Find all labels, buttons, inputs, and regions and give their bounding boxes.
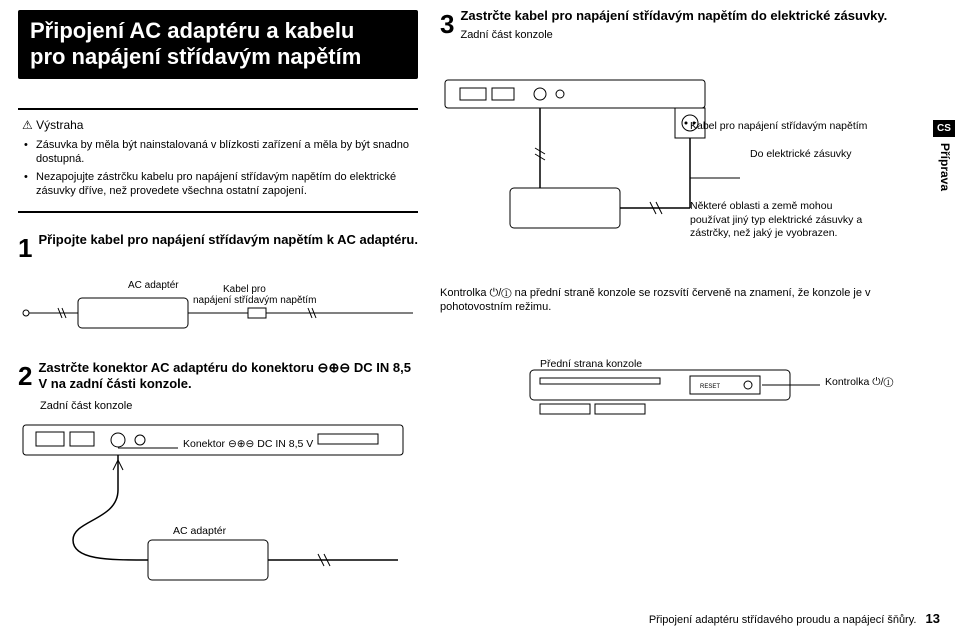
step2-number: 2 [18,360,32,394]
title-line1: Připojení AC adaptéru a kabelu [30,18,354,43]
warning-box: ⚠ Výstraha Zásuvka by měla být nainstalo… [18,108,418,213]
label-dc-connector: Konektor ⊖⊕⊖ DC IN 8,5 V [183,438,313,452]
label-power-cable: Kabel pro napájení střídavým napětím [193,284,316,306]
step2-text: Zastrčte konektor AC adaptéru do konekto… [38,360,410,391]
step-1: 1 Připojte kabel pro napájení střídavým … [18,232,418,266]
label-region-note: Některé oblasti a země mohou používat ji… [690,200,865,241]
step-2: 2 Zastrčte konektor AC adaptéru do konek… [18,360,418,413]
page-number: 13 [926,611,940,626]
label-reset: RESET [700,384,720,390]
page-title: Připojení AC adaptéru a kabelu pro napáj… [18,10,418,79]
diagram-step3 [440,78,920,298]
step-3: 3 Zastrčte kabel pro napájení střídavým … [440,8,920,43]
diagram-front-console: RESET Přední strana konzole Kontrolka ⏻/… [480,362,920,426]
label-ac-adapter: AC adaptér [128,280,179,291]
lang-badge: CS [933,120,955,137]
step1-text: Připojte kabel pro napájení střídavým na… [38,232,418,247]
warning-title-text: Výstraha [36,118,83,132]
warning-icon: ⚠ [22,118,33,132]
indicator-note: Kontrolka ⏻/① na přední straně konzole s… [440,286,900,315]
label-cable: Kabel pro napájení střídavým napětím [690,120,867,134]
warning-bullet: Zásuvka by měla být nainstalovaná v blíz… [36,138,414,167]
footer-text: Připojení adaptéru střídavého proudu a n… [649,614,917,626]
title-line2: pro napájení střídavým napětím [30,44,361,69]
side-tab: CS Příprava [929,120,959,195]
step3-text: Zastrčte kabel pro napájení střídavým na… [460,8,887,23]
diagram-step2: Konektor ⊖⊕⊖ DC IN 8,5 V AC adaptér [18,420,418,620]
label-front-console: Přední strana konzole [540,358,642,372]
step2-sub: Zadní část konzole [40,399,418,413]
step1-number: 1 [18,232,32,266]
step3-number: 3 [440,8,454,42]
section-label: Příprava [936,143,952,191]
warning-bullet: Nezapojujte zástrčku kabelu pro napájení… [36,170,414,199]
label-outlet: Do elektrické zásuvky [750,148,852,162]
label-indicator: Kontrolka ⏻/① [825,376,893,390]
page-footer: Připojení adaptéru střídavého proudu a n… [440,611,940,628]
diagram-step1: AC adaptér Kabel pro napájení střídavým … [18,268,418,338]
step3-sub: Zadní část konzole [440,28,920,42]
label-ac-adapter2: AC adaptér [173,525,226,539]
warning-title: ⚠ Výstraha [22,118,414,134]
